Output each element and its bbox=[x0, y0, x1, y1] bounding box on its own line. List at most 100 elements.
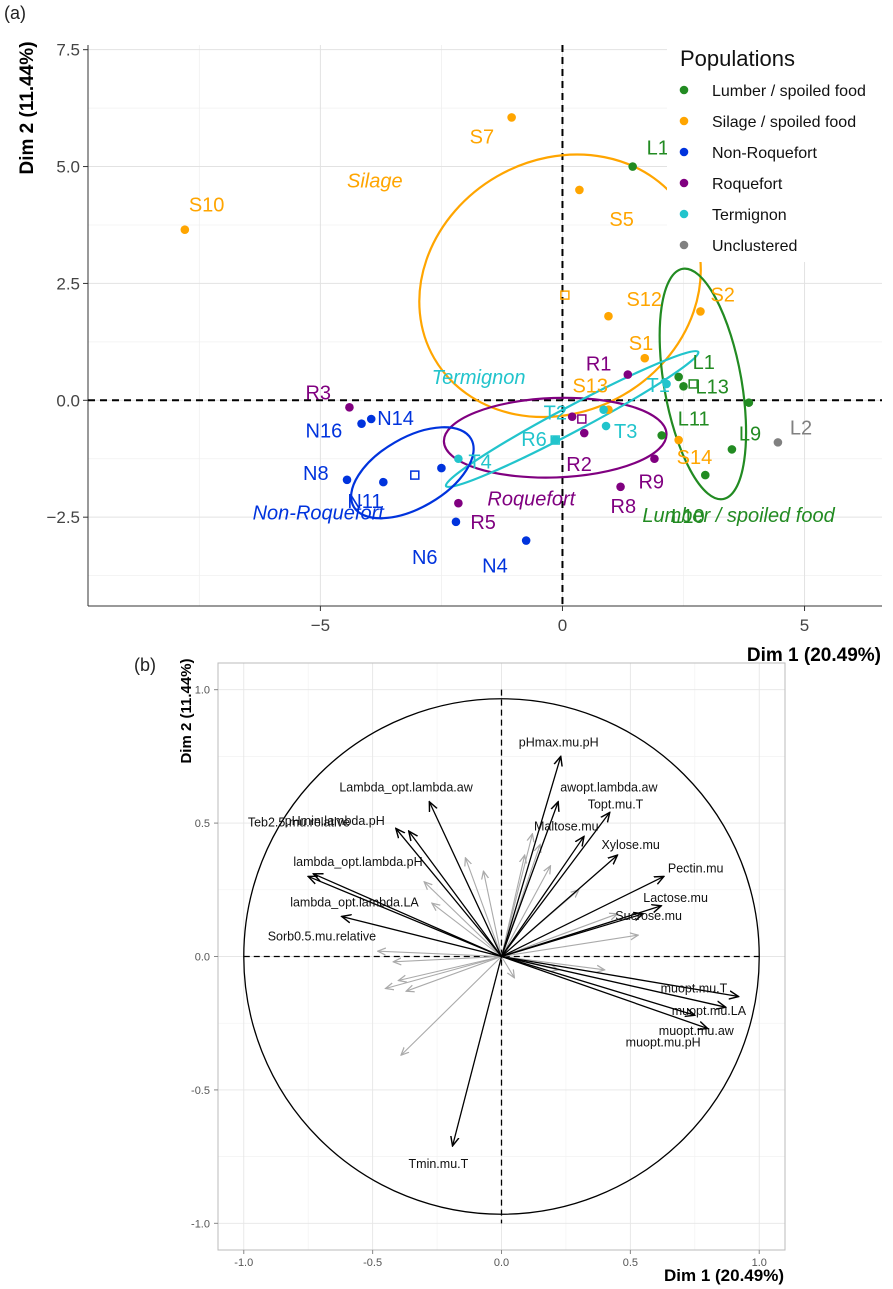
point-label: N11 bbox=[347, 491, 382, 513]
point-label: T3 bbox=[614, 421, 637, 443]
legend-entry-label: Silage / spoiled food bbox=[712, 114, 856, 131]
variable-vector-label: muopt.mu.T bbox=[661, 982, 728, 996]
x-tick-label-b: -1.0 bbox=[234, 1257, 253, 1269]
supplementary-vector-arrow bbox=[401, 956, 502, 1056]
legend-entry-label: Lumber / spoiled food bbox=[712, 83, 866, 100]
point-label: R8 bbox=[611, 496, 637, 518]
x-axis-title-a: Dim 1 (20.49%) bbox=[747, 645, 881, 666]
point-label: S1 bbox=[629, 333, 653, 355]
data-point bbox=[674, 372, 683, 382]
variable-vector-label: Xylose.mu bbox=[601, 838, 659, 852]
variable-vector-label: Tmin.mu.T bbox=[409, 1157, 469, 1171]
x-tick-label-a: −5 bbox=[311, 616, 330, 635]
point-label: R3 bbox=[305, 382, 331, 404]
point-label: S2 bbox=[710, 284, 734, 306]
y-tick-label-a: 0.0 bbox=[56, 391, 80, 410]
data-point bbox=[454, 498, 463, 508]
legend-entry-label: Non-Roquefort bbox=[712, 145, 818, 162]
variable-vector-label: lambda_opt.lambda.LA bbox=[290, 895, 419, 909]
x-tick-label-b: 0.5 bbox=[623, 1257, 638, 1269]
variable-vector-arrow bbox=[313, 874, 502, 958]
supplementary-vector-arrow bbox=[465, 858, 503, 957]
centroid-marker bbox=[688, 379, 698, 389]
point-label: L1 bbox=[647, 138, 669, 160]
variable-vector-label: Lactose.mu bbox=[643, 891, 708, 905]
variable-vector-label: Sucrose.mu bbox=[615, 909, 682, 923]
data-point bbox=[674, 435, 683, 445]
x-tick-label-a: 5 bbox=[800, 616, 809, 635]
y-axis-title-b: Dim 2 (11.44%) bbox=[178, 658, 195, 763]
x-axis-title-b: Dim 1 (20.49%) bbox=[664, 1266, 784, 1285]
data-point bbox=[521, 536, 531, 545]
data-point bbox=[700, 470, 710, 480]
point-label: T1 bbox=[647, 375, 670, 397]
variable-vector-label: pHmax.mu.pH bbox=[519, 735, 599, 749]
data-point bbox=[454, 454, 463, 464]
point-label: R1 bbox=[586, 354, 612, 376]
variable-vector-arrow bbox=[342, 916, 502, 958]
confidence-ellipse bbox=[350, 426, 475, 520]
data-point bbox=[628, 162, 637, 171]
data-point bbox=[727, 445, 737, 454]
group-label: Silage bbox=[347, 171, 403, 193]
legend-marker bbox=[679, 116, 689, 126]
supplementary-vector-arrow bbox=[406, 955, 502, 992]
variable-vector-arrow bbox=[500, 836, 584, 957]
supplementary-vector-arrow bbox=[386, 955, 502, 989]
variable-vector-label: muopt.mu.pH bbox=[626, 1036, 701, 1050]
group-label: Termignon bbox=[432, 367, 526, 389]
point-label: S5 bbox=[609, 209, 633, 231]
variable-vector-arrow bbox=[500, 756, 561, 957]
point-label: L9 bbox=[739, 424, 761, 446]
data-point bbox=[357, 419, 366, 428]
data-point bbox=[366, 414, 376, 424]
supplementary-vector-arrow bbox=[501, 935, 639, 958]
data-point bbox=[567, 412, 577, 421]
legend-entry-label: Unclustered bbox=[712, 238, 797, 255]
legend-background bbox=[667, 38, 893, 262]
variable-vector-label: lambda_opt.lambda.pH bbox=[293, 855, 422, 869]
supplementary-vector-arrow bbox=[378, 951, 502, 958]
centroid-marker bbox=[410, 470, 420, 480]
confidence-ellipse bbox=[658, 267, 748, 501]
supplementary-vector-arrow bbox=[424, 882, 502, 957]
point-label: L11 bbox=[678, 408, 710, 430]
centroid-marker bbox=[560, 290, 570, 300]
point-label: L10 bbox=[671, 506, 704, 528]
data-point bbox=[379, 477, 388, 487]
legend: Populations Lumber / spoiled food Silage /… bbox=[667, 38, 893, 262]
point-label: L2 bbox=[790, 417, 812, 439]
point-label: N4 bbox=[482, 556, 508, 578]
variable-vector-label: Pectin.mu bbox=[668, 861, 724, 875]
variable-vector-arrow bbox=[501, 955, 708, 1029]
legend-marker bbox=[679, 209, 689, 219]
point-label: N8 bbox=[303, 463, 329, 485]
data-point bbox=[345, 403, 354, 412]
panel-label-b: (b) bbox=[134, 655, 156, 675]
data-point bbox=[623, 370, 633, 379]
panel-label-a: (a) bbox=[4, 3, 26, 23]
data-point bbox=[662, 379, 671, 389]
point-label: L13 bbox=[696, 376, 729, 398]
x-tick-label-a: 0 bbox=[558, 616, 567, 635]
supplementary-vector-arrow bbox=[501, 955, 605, 970]
variable-vector-arrow bbox=[396, 828, 503, 957]
point-label: R2 bbox=[566, 454, 592, 476]
point-label: L1 bbox=[693, 352, 715, 374]
y-tick-label-b: -1.0 bbox=[191, 1218, 210, 1230]
x-tick-label-b: 0.0 bbox=[494, 1257, 509, 1269]
data-point bbox=[579, 428, 589, 438]
data-point bbox=[180, 225, 190, 234]
variable-vector-label: Topt.mu.T bbox=[588, 797, 644, 811]
supplementary-vector-arrow bbox=[393, 955, 502, 962]
variable-vector-arrow bbox=[501, 855, 618, 957]
point-label: R5 bbox=[470, 512, 496, 534]
variable-vector-arrow bbox=[501, 955, 726, 1008]
data-point bbox=[550, 435, 560, 445]
data-point bbox=[342, 475, 352, 485]
legend-marker bbox=[679, 147, 689, 157]
variable-vector-label: Maltose.mu bbox=[534, 819, 599, 833]
point-label: R6 bbox=[521, 429, 547, 451]
